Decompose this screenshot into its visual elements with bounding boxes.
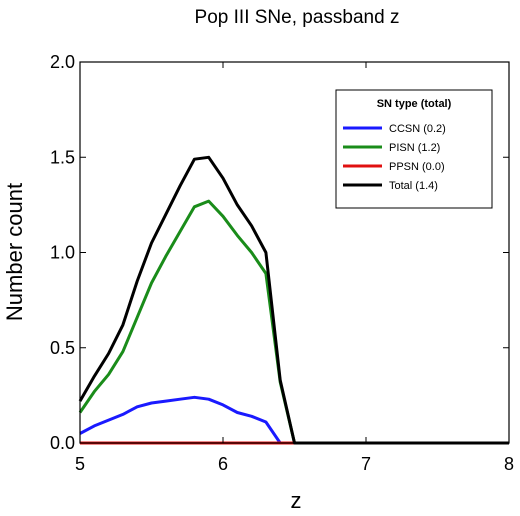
- legend-entries: CCSN (0.2) PISN (1.2) PPSN (0.0) Total (1.4…: [343, 123, 446, 192]
- x-tick-label: 7: [361, 454, 371, 474]
- legend-label-4: Total (1.4): [389, 180, 438, 192]
- legend-label-2: PISN (1.2): [389, 142, 440, 154]
- legend-label-1: CCSN (0.2): [389, 123, 446, 135]
- x-axis-label: z: [291, 488, 302, 513]
- legend-label-3: PPSN (0.0): [389, 161, 445, 173]
- y-tick-label: 1.0: [50, 243, 75, 263]
- legend-box: [335, 89, 493, 209]
- y-tick-label: 1.5: [50, 147, 75, 167]
- chart-title: Pop III SNe, passband z: [195, 7, 400, 28]
- x-tick-label: 8: [504, 454, 514, 474]
- axes: 5 6 7 8 0.0 0.5 1.0 1.5 2.0: [50, 52, 514, 474]
- y-tick-label: 2.0: [50, 52, 75, 72]
- series-line-2: [78, 199, 509, 445]
- y-tick-label: 0.0: [50, 433, 75, 453]
- series-line-1: [79, 395, 509, 445]
- series-line-4: [78, 155, 509, 445]
- y-axis-label: Number count: [2, 183, 27, 321]
- x-tick-label: 6: [218, 454, 228, 474]
- legend: SN type (total) CCSN (0.2) PISN (1.2) PPSN…: [335, 89, 493, 209]
- legend-title: SN type (total): [377, 98, 452, 110]
- y-tick-label: 0.5: [50, 338, 75, 358]
- x-tick-label: 5: [75, 454, 85, 474]
